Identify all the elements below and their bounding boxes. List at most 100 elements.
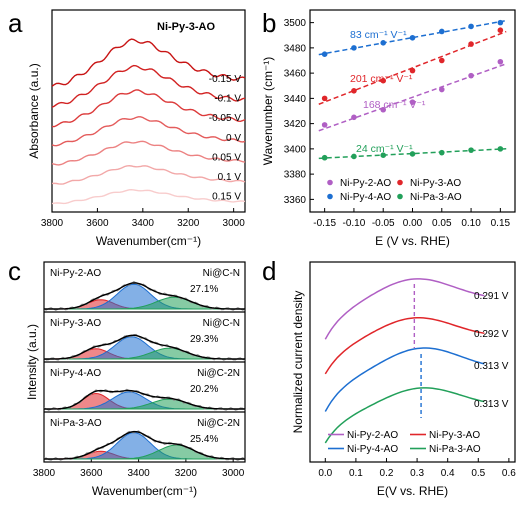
percent-label: 20.2% xyxy=(190,384,218,395)
data-point xyxy=(438,57,445,64)
y-axis-label: Absorbance (a.u.) xyxy=(27,63,41,158)
panel-letter-d: d xyxy=(262,256,276,286)
site-label: Ni@C-2N xyxy=(197,368,240,379)
plot-frame xyxy=(51,9,246,213)
sample-label: Ni-Pa-3-AO xyxy=(50,418,102,429)
x-tick-label: 3600 xyxy=(86,218,109,229)
series-line-5 xyxy=(51,164,246,185)
data-point xyxy=(380,40,387,46)
legend-label: Ni-Py-4-AO xyxy=(347,444,398,455)
legend-label: Ni-Py-3-AO xyxy=(410,178,461,189)
data-point xyxy=(468,147,474,153)
series-line-3 xyxy=(324,387,485,444)
x-tick-label: -0.10 xyxy=(343,218,366,229)
data-point xyxy=(409,34,416,41)
peak-label: 0.313 V xyxy=(474,399,509,410)
x-axis-label: Wavenumber(cm⁻¹) xyxy=(92,484,197,498)
data-point xyxy=(497,19,504,26)
site-label: Ni@C-N xyxy=(203,268,240,279)
peak-label: 0.313 V xyxy=(474,361,509,372)
y-tick-label: 3360 xyxy=(284,195,307,206)
series-label: -0.1 V xyxy=(214,94,241,105)
series-label: 0.05 V xyxy=(212,152,241,163)
legend-marker xyxy=(327,193,333,200)
data-point xyxy=(438,86,445,93)
data-point xyxy=(351,88,357,94)
x-tick-label: 3600 xyxy=(80,468,103,479)
peak-label: 0.291 V xyxy=(474,291,509,302)
data-point xyxy=(409,151,416,157)
legend-marker xyxy=(327,179,333,186)
slope-label: 83 cm⁻¹ V⁻¹ xyxy=(350,29,407,41)
data-point xyxy=(409,67,416,74)
fit-line-3 xyxy=(318,148,507,160)
legend-label: Ni-Py-3-AO xyxy=(429,430,480,441)
slope-label: 168 cm⁻¹ V⁻¹ xyxy=(363,99,426,111)
chart-title: Ni-Py-3-AO xyxy=(157,21,216,33)
fit-envelope xyxy=(44,389,245,410)
y-tick-label: 3440 xyxy=(284,94,307,105)
x-tick-label: 3000 xyxy=(223,218,246,229)
data-point xyxy=(351,45,357,51)
panel-letter-c: c xyxy=(8,256,21,286)
legend-label: Ni-Pa-3-AO xyxy=(410,192,462,203)
x-tick-label: -0.15 xyxy=(313,218,336,229)
y-axis-label: Normalized current density xyxy=(291,291,305,434)
x-tick-label: 0.5 xyxy=(471,468,485,479)
series-label: 0 V xyxy=(226,133,241,144)
percent-label: 29.3% xyxy=(190,334,218,345)
x-axis-label: Wavenumber(cm⁻¹) xyxy=(96,234,201,248)
percent-label: 25.4% xyxy=(190,434,218,445)
plot-frame xyxy=(309,261,516,463)
fit-line-2 xyxy=(318,63,507,132)
data-point xyxy=(468,23,474,30)
y-axis-label: Intensity (a.u.) xyxy=(25,324,39,400)
panel-b: -0.15 -0.10 -0.05 0.00 0.05 0.10 0.15 3360 3380 3… xyxy=(261,9,516,248)
series-label: 0.1 V xyxy=(218,172,242,183)
x-axis-label: E(V vs. RHE) xyxy=(377,484,448,498)
y-tick-label: 3380 xyxy=(284,170,307,181)
data-point xyxy=(380,106,387,113)
data-point xyxy=(468,72,474,79)
legend-marker xyxy=(397,179,403,186)
panel-d: 0.0 0.1 0.2 0.3 0.4 0.5 0.6 E(V vs. RHE) Normali… xyxy=(291,261,516,498)
x-tick-label: 0.1 xyxy=(349,468,363,479)
series-line-3 xyxy=(51,116,246,147)
data-point xyxy=(438,28,445,35)
data-point xyxy=(497,27,504,33)
series-line-0 xyxy=(324,278,485,340)
x-tick-label: 0.6 xyxy=(502,468,516,479)
slope-label: 24 cm⁻¹ V⁻¹ xyxy=(356,143,413,155)
x-tick-label: 0.3 xyxy=(410,468,424,479)
panel-c: 3800 3600 3400 3200 3000 Wavenumber(cm⁻¹) Inte… xyxy=(25,261,246,498)
raw-spectrum xyxy=(43,281,246,311)
x-tick-label: -0.05 xyxy=(372,218,395,229)
x-tick-label: 3400 xyxy=(127,468,150,479)
series-line-4 xyxy=(51,140,246,166)
series-line-0 xyxy=(51,38,246,87)
data-point xyxy=(497,58,504,65)
x-tick-label: 3000 xyxy=(222,468,245,479)
legend-marker xyxy=(397,193,403,200)
x-tick-label: 0.0 xyxy=(318,468,332,479)
x-tick-label: 3200 xyxy=(177,218,200,229)
x-tick-label: 3800 xyxy=(33,468,56,479)
x-tick-label: 3200 xyxy=(175,468,198,479)
data-point xyxy=(409,99,416,105)
percent-label: 27.1% xyxy=(190,284,218,295)
data-point xyxy=(351,114,357,121)
series-label: -0.05 V xyxy=(209,113,242,124)
legend-label: Ni-Py-2-AO xyxy=(347,430,398,441)
y-tick-label: 3420 xyxy=(284,119,307,130)
x-tick-label: 0.00 xyxy=(403,218,423,229)
data-point xyxy=(321,122,328,128)
series-line-2 xyxy=(52,89,246,128)
y-tick-label: 3460 xyxy=(284,69,307,80)
data-point xyxy=(321,51,328,57)
raw-spectrum xyxy=(43,430,246,461)
fit-envelope xyxy=(44,430,245,460)
peak-label: 0.292 V xyxy=(474,329,509,340)
series-label: 0.15 V xyxy=(212,192,241,203)
y-axis-label: Wavenumber (cm⁻¹) xyxy=(261,57,275,166)
